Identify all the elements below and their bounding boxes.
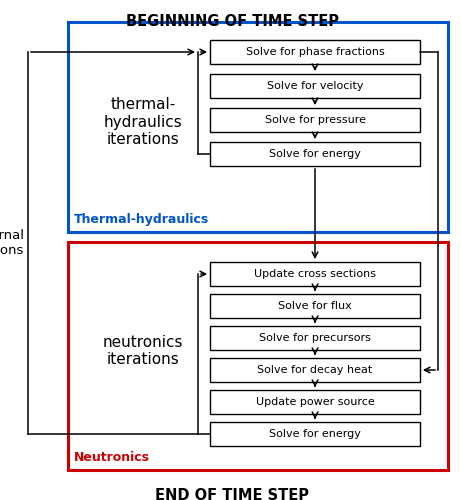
Bar [210, 326, 420, 350]
Bar [210, 74, 420, 98]
Text: external
iterations: external iterations [0, 229, 24, 257]
Text: END OF TIME STEP: END OF TIME STEP [155, 488, 309, 500]
Bar [210, 40, 420, 64]
Text: Solve for energy: Solve for energy [269, 149, 361, 159]
Text: Solve for pressure: Solve for pressure [265, 115, 366, 125]
Text: Update power source: Update power source [256, 397, 374, 407]
Text: Update cross sections: Update cross sections [254, 269, 376, 279]
Bar [68, 22, 448, 232]
Text: neutronics
iterations: neutronics iterations [103, 335, 183, 367]
Text: Solve for energy: Solve for energy [269, 429, 361, 439]
Bar [210, 422, 420, 446]
Text: Thermal-hydraulics: Thermal-hydraulics [74, 213, 209, 226]
Text: Solve for precursors: Solve for precursors [259, 333, 371, 343]
Text: Solve for phase fractions: Solve for phase fractions [246, 47, 384, 57]
Bar [210, 358, 420, 382]
Bar [210, 262, 420, 286]
Text: thermal-
hydraulics
iterations: thermal- hydraulics iterations [104, 97, 183, 147]
Bar [68, 242, 448, 470]
Bar [210, 108, 420, 132]
Bar [210, 142, 420, 166]
Text: BEGINNING OF TIME STEP: BEGINNING OF TIME STEP [125, 14, 338, 29]
Text: Neutronics: Neutronics [74, 451, 150, 464]
Text: Solve for velocity: Solve for velocity [267, 81, 363, 91]
Text: Solve for flux: Solve for flux [278, 301, 352, 311]
Bar [210, 390, 420, 414]
Text: Solve for decay heat: Solve for decay heat [257, 365, 372, 375]
Bar [210, 294, 420, 318]
